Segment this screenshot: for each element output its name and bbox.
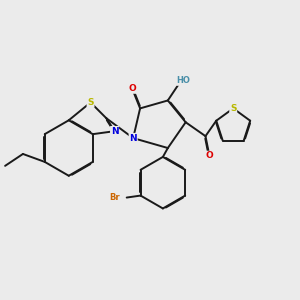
Text: O: O: [128, 84, 136, 93]
Text: Br: Br: [110, 193, 120, 202]
Text: N: N: [129, 134, 137, 142]
Text: O: O: [206, 152, 213, 160]
Text: N: N: [111, 127, 119, 136]
Text: S: S: [87, 98, 94, 107]
Text: S: S: [230, 104, 236, 113]
Text: HO: HO: [177, 76, 190, 85]
